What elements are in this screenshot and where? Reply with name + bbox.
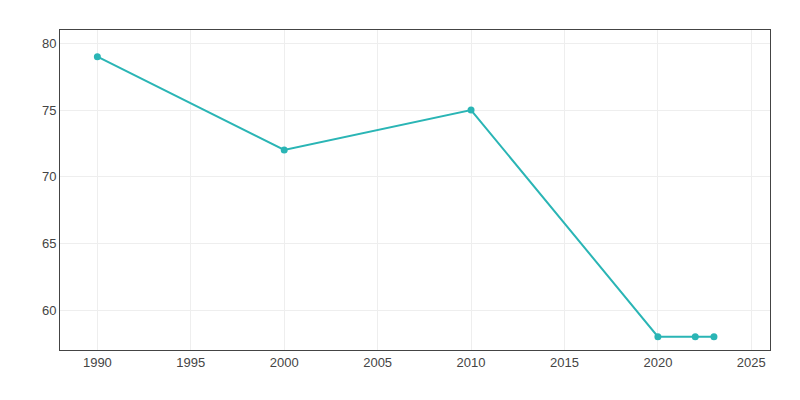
svg-text:2000: 2000 bbox=[270, 355, 299, 370]
svg-text:2010: 2010 bbox=[457, 355, 486, 370]
svg-text:65: 65 bbox=[42, 236, 56, 251]
svg-text:2025: 2025 bbox=[737, 355, 766, 370]
svg-text:2005: 2005 bbox=[363, 355, 392, 370]
svg-text:2020: 2020 bbox=[643, 355, 672, 370]
svg-text:1990: 1990 bbox=[83, 355, 112, 370]
svg-text:80: 80 bbox=[42, 36, 56, 51]
svg-text:75: 75 bbox=[42, 103, 56, 118]
svg-text:1995: 1995 bbox=[176, 355, 205, 370]
svg-text:70: 70 bbox=[42, 169, 56, 184]
svg-text:60: 60 bbox=[42, 303, 56, 318]
svg-text:2015: 2015 bbox=[550, 355, 579, 370]
